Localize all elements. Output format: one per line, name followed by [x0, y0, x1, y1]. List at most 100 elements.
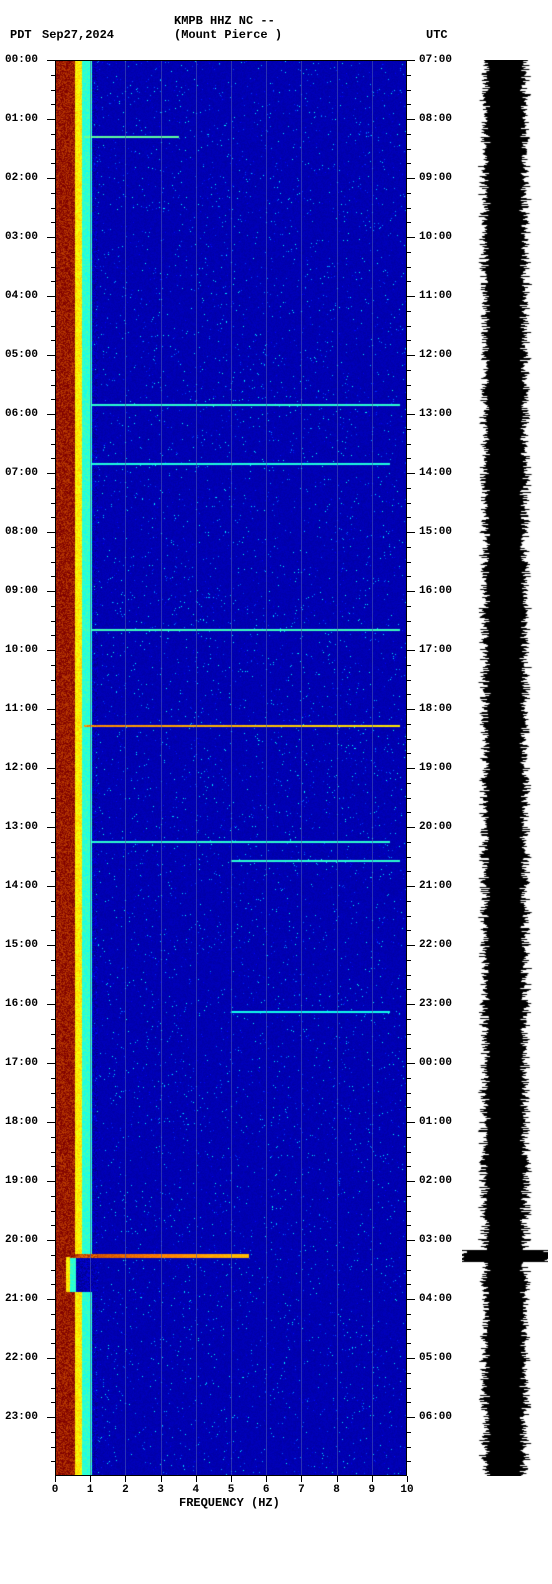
y-left-tick — [47, 414, 55, 415]
x-tick-label: 0 — [52, 1484, 59, 1496]
y-left-label: 16:00 — [5, 998, 38, 1010]
y-left-minor-tick — [51, 562, 55, 563]
y-right-minor-tick — [407, 1402, 411, 1403]
y-left-minor-tick — [51, 871, 55, 872]
y-right-minor-tick — [407, 1284, 411, 1285]
y-right-minor-tick — [407, 311, 411, 312]
y-right-minor-tick — [407, 1107, 411, 1108]
y-left-minor-tick — [51, 1107, 55, 1108]
y-right-minor-tick — [407, 562, 411, 563]
y-left-tick — [47, 1004, 55, 1005]
x-tick — [231, 1476, 232, 1482]
y-left-minor-tick — [51, 488, 55, 489]
y-right-minor-tick — [407, 1314, 411, 1315]
y-left-tick — [47, 768, 55, 769]
x-axis-label: FREQUENCY (HZ) — [179, 1496, 280, 1510]
y-left-label: 15:00 — [5, 939, 38, 951]
y-left-tick — [47, 827, 55, 828]
y-left-minor-tick — [51, 1402, 55, 1403]
y-right-label: 23:00 — [419, 998, 452, 1010]
y-left-label: 07:00 — [5, 467, 38, 479]
tz-right-label: UTC — [426, 28, 448, 42]
y-left-minor-tick — [51, 429, 55, 430]
y-right-label: 14:00 — [419, 467, 452, 479]
y-left-minor-tick — [51, 1432, 55, 1433]
y-left-minor-tick — [51, 783, 55, 784]
y-left-minor-tick — [51, 1019, 55, 1020]
y-right-minor-tick — [407, 385, 411, 386]
y-left-minor-tick — [51, 1447, 55, 1448]
y-left-label: 03:00 — [5, 231, 38, 243]
y-left-minor-tick — [51, 753, 55, 754]
y-left-tick — [47, 945, 55, 946]
y-left-minor-tick — [51, 444, 55, 445]
y-right-tick — [407, 1004, 415, 1005]
y-left-label: 21:00 — [5, 1293, 38, 1305]
y-right-minor-tick — [407, 75, 411, 76]
x-tick-label: 5 — [228, 1484, 235, 1496]
y-left-minor-tick — [51, 1270, 55, 1271]
y-right-minor-tick — [407, 975, 411, 976]
y-left-minor-tick — [51, 1255, 55, 1256]
y-right-tick — [407, 355, 415, 356]
y-left-minor-tick — [51, 1314, 55, 1315]
y-left-minor-tick — [51, 1152, 55, 1153]
y-right-minor-tick — [407, 871, 411, 872]
y-right-minor-tick — [407, 444, 411, 445]
y-right-minor-tick — [407, 222, 411, 223]
y-left-minor-tick — [51, 399, 55, 400]
y-left-minor-tick — [51, 665, 55, 666]
y-right-label: 06:00 — [419, 1411, 452, 1423]
y-right-minor-tick — [407, 399, 411, 400]
grid-line — [301, 60, 302, 1476]
y-left-minor-tick — [51, 798, 55, 799]
x-tick-label: 8 — [333, 1484, 340, 1496]
x-tick-label: 10 — [400, 1484, 413, 1496]
y-right-minor-tick — [407, 798, 411, 799]
y-right-minor-tick — [407, 1225, 411, 1226]
y-left-minor-tick — [51, 134, 55, 135]
y-left-minor-tick — [51, 694, 55, 695]
y-left-minor-tick — [51, 149, 55, 150]
y-right-tick — [407, 1181, 415, 1182]
y-left-label: 11:00 — [5, 703, 38, 715]
y-left-minor-tick — [51, 576, 55, 577]
y-left-minor-tick — [51, 680, 55, 681]
x-tick-label: 6 — [263, 1484, 270, 1496]
y-left-tick — [47, 1358, 55, 1359]
y-right-tick — [407, 1299, 415, 1300]
y-right-tick — [407, 1063, 415, 1064]
y-left-label: 18:00 — [5, 1116, 38, 1128]
y-left-minor-tick — [51, 857, 55, 858]
y-right-minor-tick — [407, 193, 411, 194]
y-right-minor-tick — [407, 635, 411, 636]
grid-line — [196, 60, 197, 1476]
y-right-minor-tick — [407, 1152, 411, 1153]
y-right-tick — [407, 591, 415, 592]
y-left-label: 05:00 — [5, 349, 38, 361]
y-right-tick — [407, 1240, 415, 1241]
y-left-minor-tick — [51, 1373, 55, 1374]
y-left-label: 09:00 — [5, 585, 38, 597]
y-right-minor-tick — [407, 680, 411, 681]
y-right-minor-tick — [407, 517, 411, 518]
y-left-minor-tick — [51, 1225, 55, 1226]
y-left-tick — [47, 60, 55, 61]
grid-line — [161, 60, 162, 1476]
y-right-minor-tick — [407, 1461, 411, 1462]
y-right-tick — [407, 296, 415, 297]
y-right-tick — [407, 119, 415, 120]
y-right-minor-tick — [407, 340, 411, 341]
y-left-minor-tick — [51, 193, 55, 194]
y-right-label: 10:00 — [419, 231, 452, 243]
y-right-minor-tick — [407, 149, 411, 150]
y-right-tick — [407, 1122, 415, 1123]
y-left-tick — [47, 355, 55, 356]
y-right-label: 13:00 — [419, 408, 452, 420]
y-left-minor-tick — [51, 1196, 55, 1197]
y-right-label: 19:00 — [419, 762, 452, 774]
y-left-minor-tick — [51, 370, 55, 371]
y-left-label: 22:00 — [5, 1352, 38, 1364]
y-right-tick — [407, 178, 415, 179]
y-right-label: 15:00 — [419, 526, 452, 538]
